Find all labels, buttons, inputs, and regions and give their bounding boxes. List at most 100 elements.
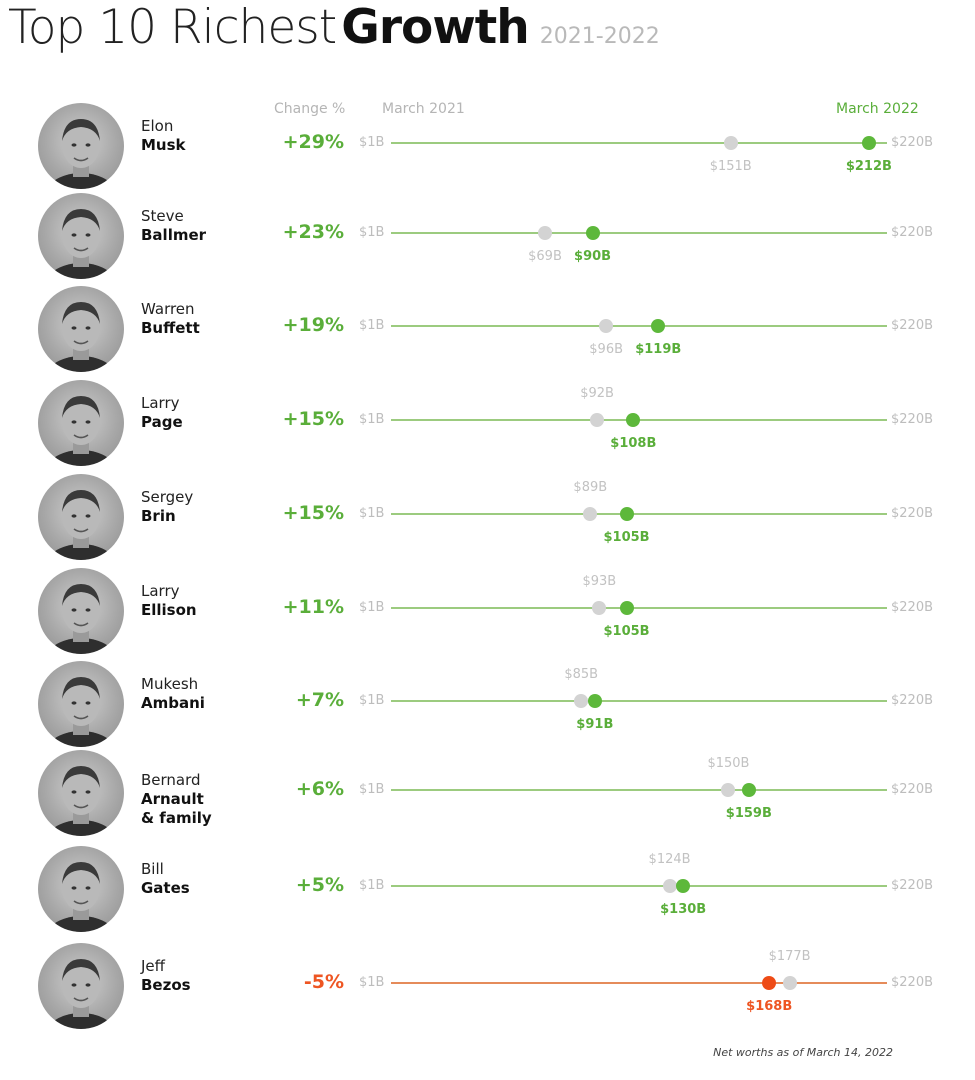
first-name: Larry bbox=[141, 394, 180, 412]
axis-max-label: $220B bbox=[891, 506, 934, 521]
range-line bbox=[391, 513, 887, 515]
axis-min-label: $1B bbox=[359, 135, 385, 150]
last-name: Buffett bbox=[141, 319, 200, 337]
last-name: Musk bbox=[141, 136, 186, 154]
first-name: Warren bbox=[141, 300, 195, 318]
end-value-label: $91B bbox=[576, 717, 614, 732]
start-value-label: $96B bbox=[589, 342, 624, 357]
start-value-label: $150B bbox=[707, 756, 750, 771]
first-name: Elon bbox=[141, 117, 174, 135]
change-percent: +15% bbox=[282, 502, 344, 524]
range-line bbox=[391, 142, 887, 144]
end-dot bbox=[762, 976, 777, 990]
end-value-label: $105B bbox=[603, 530, 650, 545]
change-percent: +6% bbox=[295, 778, 344, 800]
change-percent: +29% bbox=[282, 131, 344, 153]
title-years: 2021-2022 bbox=[539, 24, 660, 49]
end-dot bbox=[585, 226, 600, 240]
first-name: Bernard bbox=[141, 771, 201, 789]
last-name-line2: & family bbox=[141, 809, 212, 827]
range-line bbox=[391, 982, 887, 984]
range-line bbox=[391, 325, 887, 327]
avatar-photo bbox=[38, 661, 124, 747]
axis-max-label: $220B bbox=[891, 412, 934, 427]
start-dot bbox=[583, 507, 598, 521]
axis-max-label: $220B bbox=[891, 878, 934, 893]
last-name: Ellison bbox=[141, 601, 197, 619]
end-dot bbox=[626, 413, 641, 427]
last-name: Ambani bbox=[141, 694, 205, 712]
axis-max-label: $220B bbox=[891, 600, 934, 615]
last-name: Gates bbox=[141, 879, 190, 897]
range-line bbox=[391, 700, 887, 702]
axis-min-label: $1B bbox=[359, 600, 385, 615]
last-name: Page bbox=[141, 413, 183, 431]
start-dot bbox=[782, 976, 797, 990]
start-value-label: $92B bbox=[580, 386, 614, 401]
last-name: Bezos bbox=[141, 976, 191, 994]
end-dot bbox=[861, 136, 876, 150]
end-value-label: $108B bbox=[610, 436, 657, 451]
axis-min-label: $1B bbox=[359, 975, 385, 990]
change-percent: -5% bbox=[303, 971, 344, 993]
start-dot bbox=[538, 226, 552, 240]
end-value-label: $105B bbox=[603, 624, 650, 639]
avatar-photo bbox=[38, 750, 124, 836]
start-value-label: $151B bbox=[709, 159, 752, 174]
avatar-photo bbox=[38, 103, 124, 189]
axis-min-label: $1B bbox=[359, 412, 385, 427]
start-dot bbox=[723, 136, 738, 150]
end-header: March 2022 bbox=[836, 101, 919, 117]
avatar-photo bbox=[38, 286, 124, 372]
end-dot bbox=[651, 319, 666, 333]
range-line bbox=[391, 885, 887, 887]
footnote: Net worths as of March 14, 2022 bbox=[713, 1046, 893, 1059]
start-value-label: $177B bbox=[768, 949, 811, 964]
axis-min-label: $1B bbox=[359, 225, 385, 240]
avatar-photo bbox=[38, 943, 124, 1029]
start-dot bbox=[592, 601, 607, 615]
start-header: March 2021 bbox=[382, 101, 465, 117]
end-value-label: $119B bbox=[635, 342, 682, 357]
change-percent: +15% bbox=[282, 408, 344, 430]
first-name: Sergey bbox=[141, 488, 194, 506]
end-value-label: $130B bbox=[660, 902, 707, 917]
start-value-label: $93B bbox=[582, 574, 617, 589]
end-value-label: $168B bbox=[746, 999, 793, 1014]
axis-min-label: $1B bbox=[359, 693, 385, 708]
axis-max-label: $220B bbox=[891, 782, 934, 797]
axis-min-label: $1B bbox=[359, 782, 385, 797]
first-name: Steve bbox=[141, 207, 184, 225]
start-value-label: $89B bbox=[573, 480, 608, 495]
change-percent: +11% bbox=[282, 596, 344, 618]
end-dot bbox=[619, 507, 634, 521]
first-name: Mukesh bbox=[141, 675, 199, 693]
start-dot bbox=[590, 413, 605, 427]
start-value-label: $124B bbox=[648, 852, 691, 867]
change-percent: +7% bbox=[295, 689, 344, 711]
axis-min-label: $1B bbox=[359, 318, 385, 333]
avatar-photo bbox=[38, 193, 124, 279]
chart-title: Top 10 Richest Growth 2021-2022 bbox=[8, 0, 660, 55]
end-value-label: $159B bbox=[725, 806, 772, 821]
avatar-photo bbox=[38, 568, 124, 654]
range-line bbox=[391, 607, 887, 609]
end-value-label: $212B bbox=[845, 159, 892, 174]
end-value-label: $90B bbox=[574, 249, 612, 264]
change-percent: +19% bbox=[282, 314, 344, 336]
change-percent: +5% bbox=[295, 874, 344, 896]
start-dot bbox=[574, 694, 589, 708]
end-dot bbox=[619, 601, 634, 615]
title-bold: Growth bbox=[341, 0, 529, 55]
end-dot bbox=[741, 783, 756, 797]
axis-min-label: $1B bbox=[359, 506, 385, 521]
axis-max-label: $220B bbox=[891, 693, 934, 708]
title-prefix: Top 10 Richest bbox=[8, 0, 337, 55]
start-dot bbox=[721, 783, 736, 797]
avatar-photo bbox=[38, 474, 124, 560]
end-dot bbox=[676, 879, 691, 893]
axis-min-label: $1B bbox=[359, 878, 385, 893]
avatar-photo bbox=[38, 846, 124, 932]
first-name: Larry bbox=[141, 582, 180, 600]
change-percent: +23% bbox=[282, 221, 344, 243]
